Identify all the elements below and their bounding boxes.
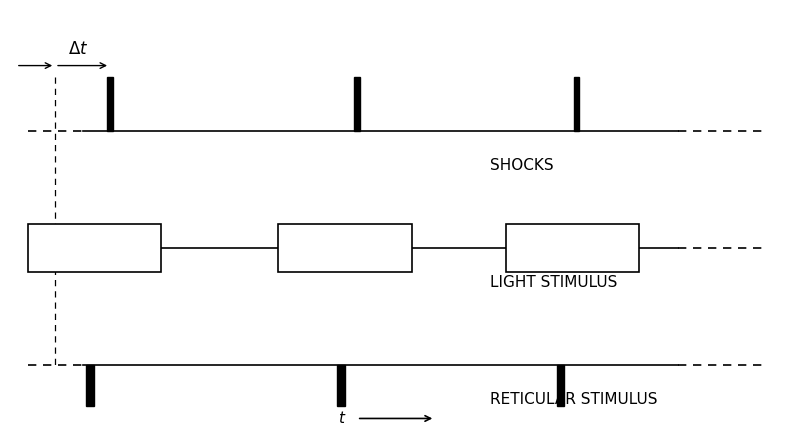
Bar xyxy=(573,77,579,131)
Text: $t$: $t$ xyxy=(338,410,347,426)
Text: SHOCKS: SHOCKS xyxy=(490,158,554,173)
Bar xyxy=(557,365,565,406)
Bar xyxy=(337,365,345,406)
Bar xyxy=(279,224,412,272)
Text: LIGHT STIMULUS: LIGHT STIMULUS xyxy=(490,275,618,290)
Bar xyxy=(28,224,161,272)
Text: $\Delta t$: $\Delta t$ xyxy=(68,41,89,58)
Bar xyxy=(506,224,639,272)
Bar xyxy=(107,77,112,131)
Bar xyxy=(354,77,360,131)
Bar xyxy=(86,365,94,406)
Text: RETICULAR STIMULUS: RETICULAR STIMULUS xyxy=(490,392,657,407)
